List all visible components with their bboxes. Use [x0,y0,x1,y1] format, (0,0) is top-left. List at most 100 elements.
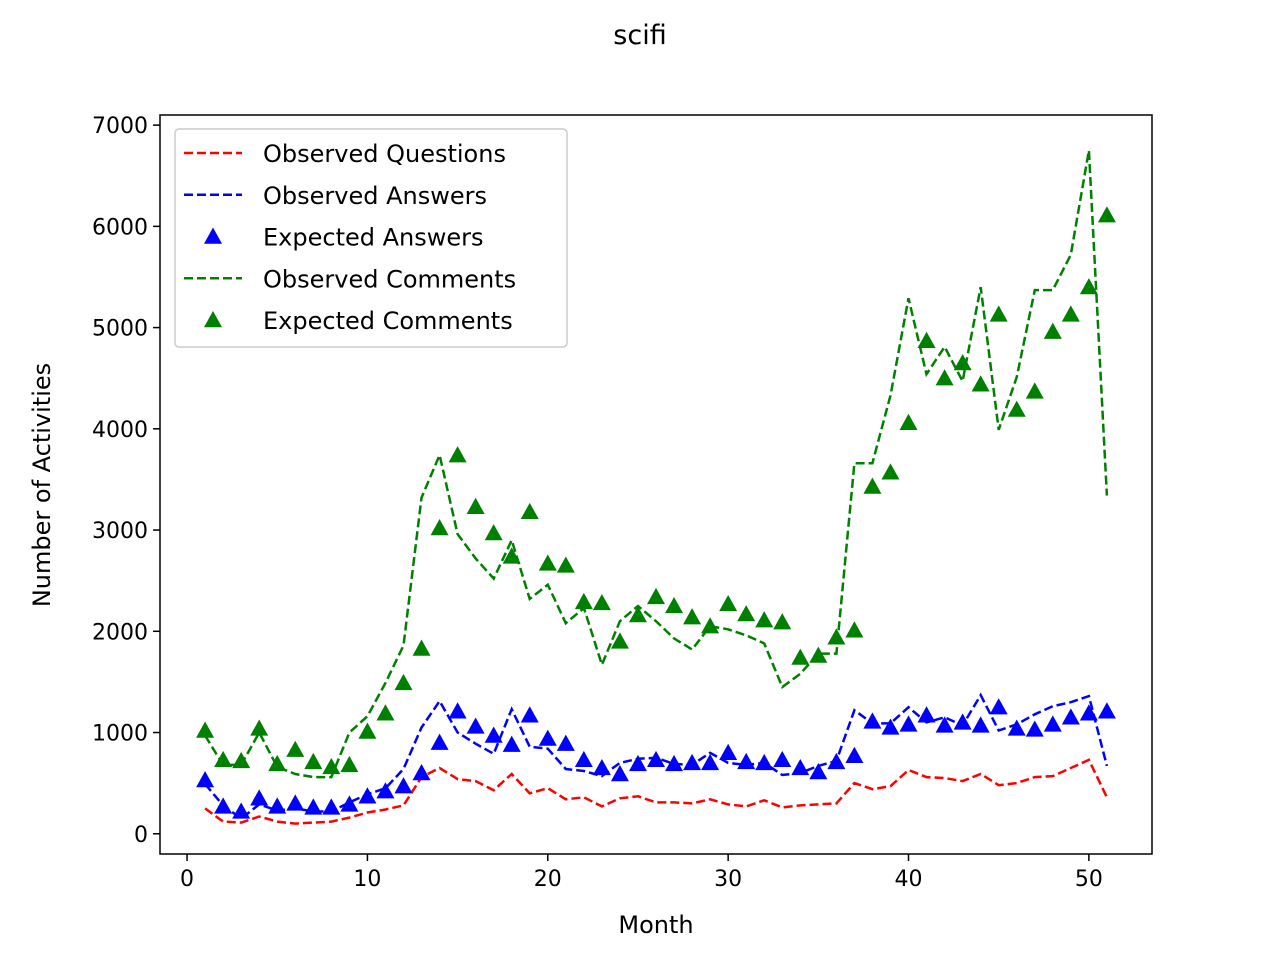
data-point-expected-comments [520,502,539,520]
legend-label-expected-answers: Expected Answers [263,224,484,252]
y-tick-label: 7000 [92,114,148,139]
y-tick-label: 5000 [92,317,148,342]
series-line-observed-questions [204,758,1109,825]
data-point-expected-comments [556,556,575,573]
y-tick-label: 1000 [92,722,148,747]
data-point-expected-answers [971,716,990,733]
data-point-expected-answers [773,750,792,768]
data-point-expected-answers [232,802,251,819]
data-point-expected-comments [683,608,702,625]
data-point-expected-comments [538,554,557,571]
data-point-expected-comments [953,354,972,371]
data-point-expected-answers [430,733,449,750]
data-point-expected-comments [701,617,720,634]
data-point-expected-answers [340,795,359,812]
data-point-expected-answers [827,752,846,770]
series-expected-answers [196,698,1116,819]
data-point-expected-answers [268,797,287,814]
series-line-observed-comments [204,150,1109,779]
data-point-expected-comments [628,606,647,623]
x-tick-label: 10 [353,867,381,892]
axis-ticks: 0 10 20 30 40 50 0 1000 2000 3000 4000 5000 6000 7000 [92,114,1103,892]
y-tick-label: 6000 [92,215,148,240]
data-point-expected-comments [1061,305,1080,322]
data-point-expected-comments [412,639,431,656]
data-point-expected-comments [574,592,593,610]
series-observed-comments [204,150,1109,779]
data-point-expected-comments [1007,400,1026,417]
data-point-expected-answers [809,763,828,780]
data-point-expected-answers [845,746,864,764]
data-point-expected-answers [610,765,629,782]
legend-box [174,128,568,348]
data-point-expected-comments [466,497,485,514]
data-point-expected-comments [773,613,792,630]
data-point-expected-comments [484,524,503,541]
legend-label-observed-answers: Observed Answers [263,182,487,210]
data-point-expected-answers [863,712,882,729]
data-point-expected-answers [881,718,900,735]
legend-label-expected-comments: Expected Comments [263,307,513,335]
legend-swatch-expected-comments [204,311,222,328]
data-point-expected-comments [809,646,828,663]
data-point-expected-answers [394,777,413,794]
data-point-expected-answers [1025,720,1044,737]
data-point-expected-comments [376,704,395,721]
data-point-expected-comments [430,519,449,536]
x-tick-label: 20 [534,867,562,892]
data-point-expected-comments [1097,206,1116,223]
data-point-expected-comments [845,621,864,638]
y-tick-label: 4000 [92,418,148,443]
data-point-expected-comments [917,331,936,348]
data-point-expected-answers [935,716,954,733]
data-point-expected-answers [1061,708,1080,725]
data-point-expected-comments [719,594,738,612]
data-point-expected-comments [899,413,918,430]
data-point-expected-answers [1043,715,1062,732]
data-point-expected-comments [196,721,215,738]
data-point-expected-answers [791,758,810,776]
legend-label-observed-questions: Observed Questions [263,140,506,168]
data-point-expected-comments [971,375,990,392]
data-point-expected-answers [538,729,557,746]
data-point-expected-answers [917,706,936,723]
data-point-expected-comments [268,754,287,772]
data-point-expected-answers [304,798,323,815]
data-point-expected-comments [1079,278,1098,295]
data-point-expected-answers [592,758,611,776]
data-point-expected-comments [1025,382,1044,399]
data-point-expected-comments [232,751,251,769]
series-expected-comments [196,206,1116,775]
data-point-expected-answers [719,743,738,760]
data-point-expected-comments [791,648,810,665]
data-point-expected-comments [592,593,611,611]
data-point-expected-comments [989,305,1008,322]
y-tick-label: 0 [134,823,148,848]
data-point-expected-answers [953,713,972,730]
data-point-expected-answers [1097,702,1116,719]
data-point-expected-answers [755,753,774,771]
data-point-expected-answers [214,797,233,814]
data-point-expected-answers [286,794,305,811]
data-point-expected-comments [502,547,521,564]
x-tick-label: 50 [1075,867,1103,892]
data-point-expected-comments [647,587,665,605]
data-point-expected-answers [1079,704,1098,721]
data-point-expected-answers [556,734,575,751]
data-point-expected-comments [322,757,341,775]
x-tick-label: 40 [895,867,923,892]
data-point-expected-answers [358,787,377,804]
legend: Observed Questions Observed Answers Expect… [174,128,568,348]
data-point-expected-answers [628,754,647,772]
chart-title: scifi [613,20,666,51]
y-tick-label: 3000 [92,519,148,544]
y-axis-label: Number of Activities [28,363,56,607]
data-point-expected-comments [394,673,413,691]
data-point-expected-answers [989,698,1008,715]
data-point-expected-comments [827,628,846,645]
data-point-expected-answers [466,717,485,734]
data-point-expected-comments [304,752,323,770]
data-point-expected-answers [737,752,756,770]
data-point-expected-comments [448,446,467,463]
